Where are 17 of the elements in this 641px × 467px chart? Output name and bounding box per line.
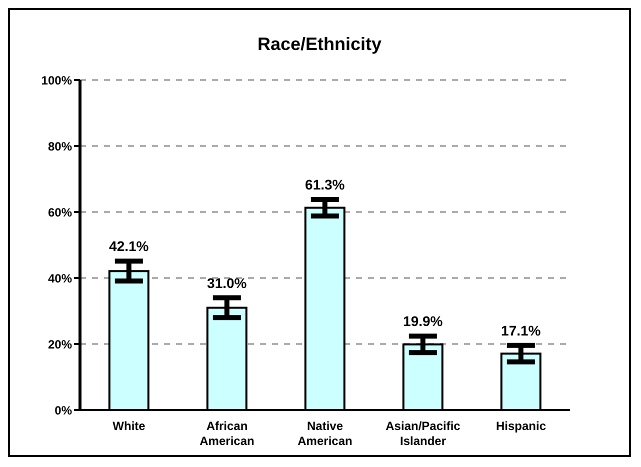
data-label: 31.0% [207,274,248,291]
y-tick-label: 80% [48,139,72,154]
x-tick-label: White [112,419,146,433]
y-tick-label: 40% [48,271,72,286]
data-label: 17.1% [501,322,542,338]
x-tick-label: African American [200,419,254,448]
x-tick-label: Asian/Pacific Islander [386,419,461,448]
y-tick-label: 60% [48,205,72,220]
x-tick-label: Native American [298,419,352,448]
data-label: 61.3% [305,176,346,192]
y-tick-label: 20% [48,337,72,352]
y-tick-label: 100% [41,73,72,88]
x-tick-label: Hispanic [496,419,546,433]
chart-title: Race/Ethnicity [256,34,383,56]
data-label: 42.1% [109,238,150,254]
y-tick-label: 0% [54,403,72,418]
data-label: 19.9% [403,313,444,330]
